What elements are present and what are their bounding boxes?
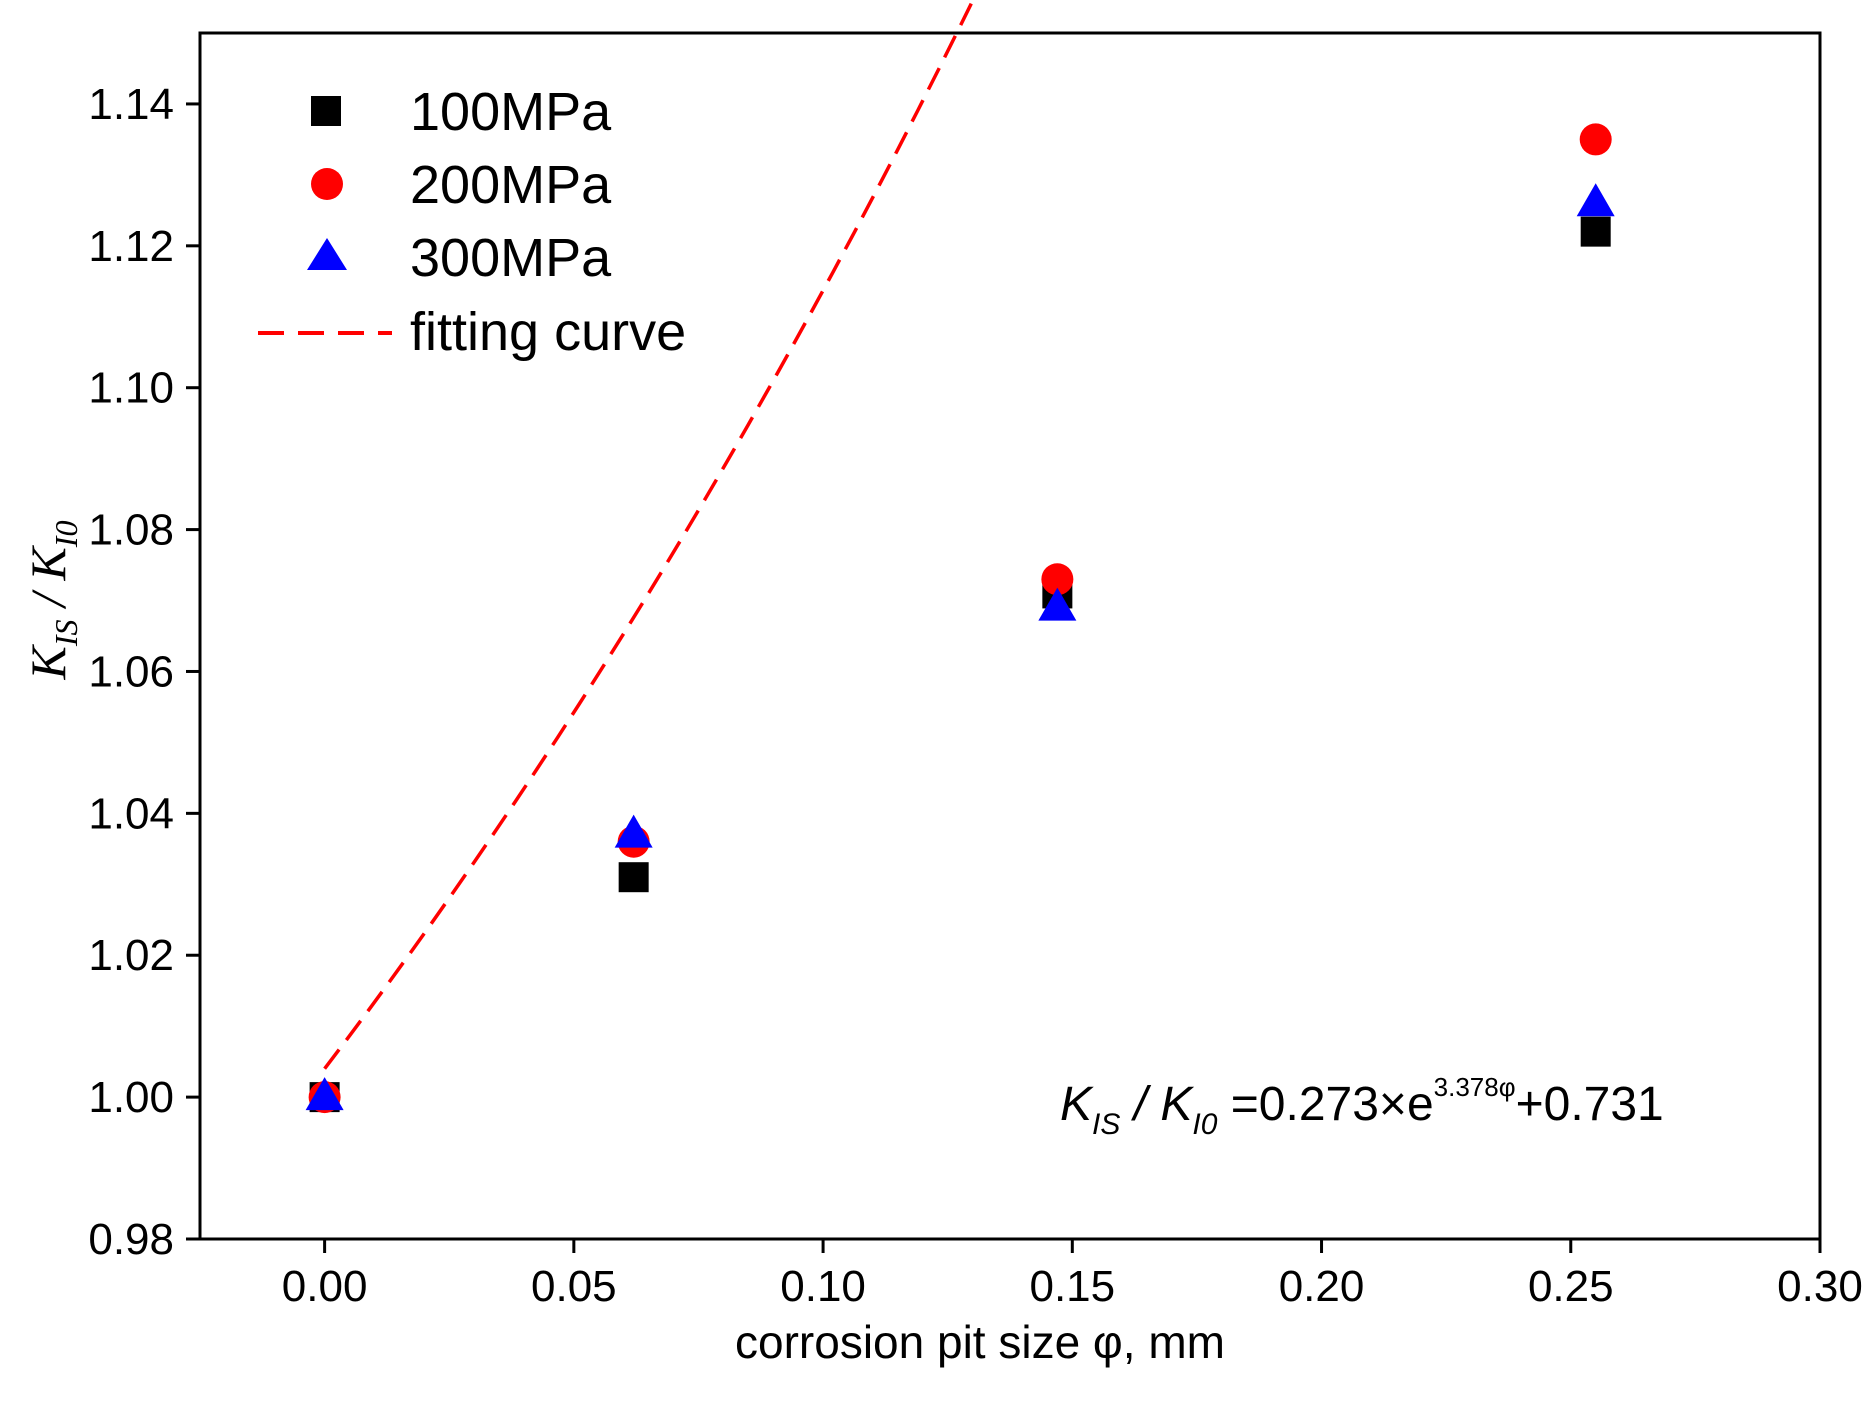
point-300mpa [1576,183,1615,217]
point-200mpa [1041,563,1074,596]
legend-label-200mpa: 200MPa [410,155,612,215]
fitting-curve-layer [323,0,975,1070]
point-300mpa [305,1077,344,1111]
eq-rhs: =0.273×e [1217,1078,1433,1131]
y-axis-title: KIS / KI0 [20,521,84,681]
plot-frame [198,31,1822,1241]
legend-label-300mpa: 300MPa [410,228,612,288]
x-tick-label: 0.20 [1279,1262,1365,1311]
legend-label-fitting-curve: fitting curve [410,302,686,362]
fit-equation: KIS / KI0 =0.273×e3.378φ+0.731 [1060,1072,1664,1141]
point-300mpa [614,814,653,848]
eq-sub1: IS [1092,1108,1120,1141]
y-axis-title-k1: K [20,643,76,680]
y-tick-label: 1.08 [88,506,174,555]
y-tick-label: 1.06 [88,647,174,696]
point-100mpa [618,862,649,893]
y-axis-title-sep: / [20,581,76,620]
eq-tail: +0.731 [1516,1078,1664,1131]
x-tick-label: 0.05 [531,1262,617,1311]
eq-k2: K [1160,1078,1194,1131]
data-points-layer [305,123,1615,1114]
y-tick-label: 1.02 [88,931,174,980]
point-300mpa [1038,587,1077,621]
y-axis-title-sub1: IS [48,619,84,647]
x-tick-label: 0.30 [1777,1262,1863,1311]
y-axis-title-sub2: I0 [48,521,84,549]
y-tick-label: 1.04 [88,789,174,838]
fitting-curve [323,0,975,1070]
x-tick-label: 0.10 [780,1262,866,1311]
x-tick-label: 0.15 [1029,1262,1115,1311]
x-axis-title: corrosion pit size φ, mm [735,1316,1225,1368]
eq-sep: / [1120,1078,1160,1131]
point-100mpa [1580,216,1611,247]
y-tick-label: 1.12 [88,222,174,271]
legend-marker-100mpa [311,96,341,126]
y-tick-label: 1.00 [88,1073,174,1122]
y-tick-label: 1.10 [88,364,174,413]
legend-marker-300mpa [307,238,347,270]
y-tick-label: 0.98 [88,1215,174,1264]
y-axis-title-k2: K [20,545,76,582]
x-axis-ticks: 0.00 0.05 0.10 0.15 0.20 0.25 0.30 [282,1239,1863,1311]
legend: 100MPa 200MPa 300MPa fitting curve [258,82,686,362]
point-200mpa [1579,123,1612,156]
legend-label-100mpa: 100MPa [410,82,612,142]
y-tick-label: 1.14 [88,80,174,129]
x-tick-label: 0.25 [1528,1262,1614,1311]
legend-marker-200mpa [311,168,343,200]
y-axis-ticks: 0.98 1.00 1.02 1.04 1.06 1.08 1.10 1.12 1.14 [88,80,200,1264]
eq-k1: K [1060,1078,1094,1131]
eq-sub2: I0 [1192,1108,1217,1141]
eq-exponent: 3.378φ [1434,1072,1516,1102]
x-tick-label: 0.00 [282,1262,368,1311]
